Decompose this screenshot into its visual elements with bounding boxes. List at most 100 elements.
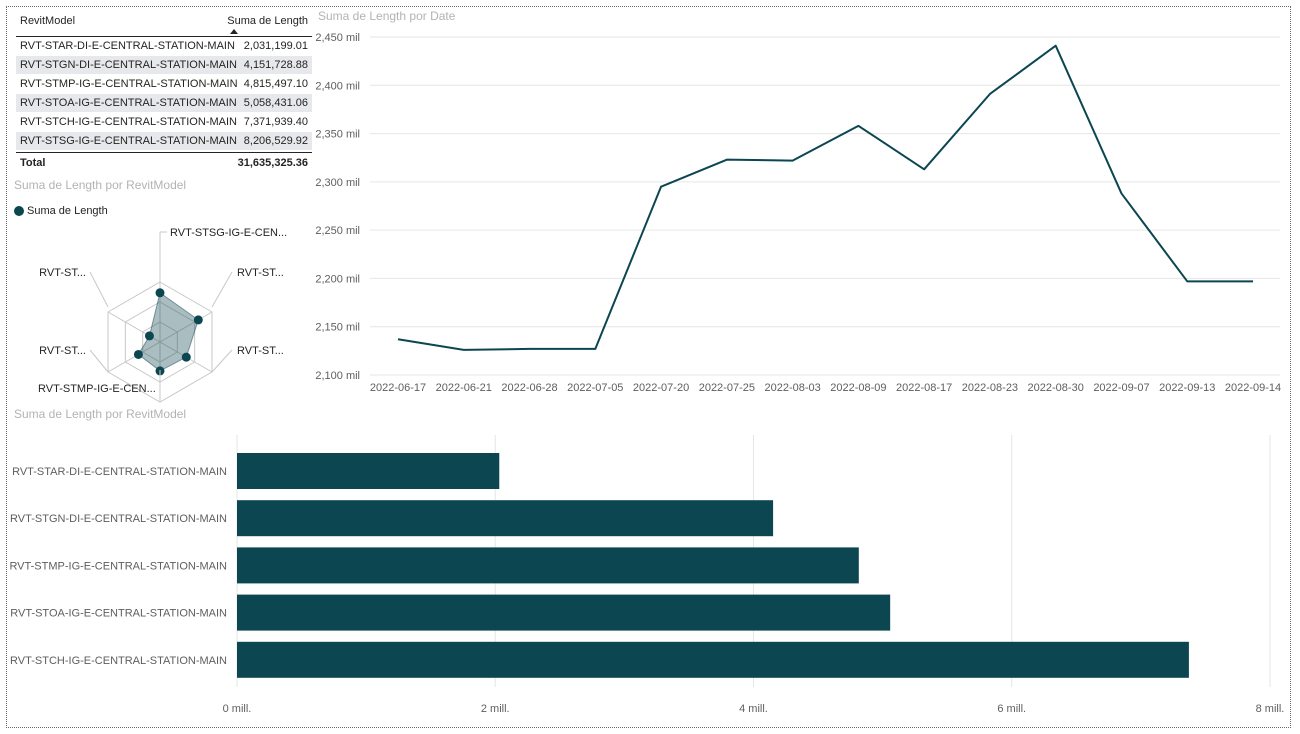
radar-axis-label: RVT-ST... [237, 267, 284, 279]
table-row[interactable]: RVT-STMP-IG-E-CENTRAL-STATION-MAIN 4,815,… [16, 75, 312, 94]
cell-revitmodel: RVT-STGN-DI-E-CENTRAL-STATION-MAIN [20, 59, 237, 71]
line-point[interactable] [1053, 43, 1059, 49]
radar-axis-label: RVT-ST... [39, 267, 86, 279]
bar-chart-title: Suma de Length por RevitModel [14, 407, 187, 421]
bar-chart[interactable]: 0 mill. 2 mill. 4 mill. 6 mill. 8 mill. RVT-S… [0, 425, 1290, 720]
line-y-tick-label: 2,100 mil [315, 370, 360, 382]
column-header-length[interactable]: Suma de Length [227, 15, 308, 27]
table-row[interactable]: RVT-STOA-IG-E-CENTRAL-STATION-MAIN 5,058,… [16, 94, 312, 113]
line-x-tick-label: 2022-06-28 [501, 382, 557, 394]
sort-ascending-icon [230, 29, 238, 34]
bar-x-tick-label: 4 mill. [739, 703, 768, 715]
table-total-row: Total 31,635,325.36 [16, 152, 312, 173]
legend-marker-icon [14, 206, 24, 216]
cell-length: 8,206,529.92 [243, 135, 308, 147]
radar-point[interactable] [133, 349, 143, 359]
cell-length: 5,058,431.06 [243, 97, 308, 109]
line-x-tick-label: 2022-08-30 [1028, 382, 1084, 394]
line-x-tick-label: 2022-08-17 [896, 382, 952, 394]
table-row[interactable]: RVT-STCH-IG-E-CENTRAL-STATION-MAIN 7,371,… [16, 113, 312, 132]
bar[interactable] [237, 594, 891, 631]
line-y-tick-label: 2,350 mil [315, 129, 360, 141]
radar-label-leader [89, 349, 109, 373]
line-x-tick-label: 2022-09-14 [1225, 382, 1281, 394]
bar-x-tick-label: 6 mill. [997, 703, 1026, 715]
bar-category-label: RVT-STMP-IG-E-CENTRAL-STATION-MAIN [9, 560, 227, 572]
radar-point[interactable] [181, 352, 191, 362]
line-x-tick-label: 2022-09-07 [1093, 382, 1149, 394]
line-point[interactable] [987, 91, 993, 97]
line-y-tick-label: 2,300 mil [315, 177, 360, 189]
radar-spoke [159, 311, 213, 343]
table-row[interactable]: RVT-STSG-IG-E-CENTRAL-STATION-MAIN 8,206,… [16, 132, 312, 151]
line-chart-title: Suma de Length por Date [318, 9, 456, 23]
line-y-tick-label: 2,200 mil [315, 273, 360, 285]
total-value: 31,635,325.36 [237, 157, 308, 169]
line-point[interactable] [527, 346, 533, 352]
radar-axis-label: RVT-STSG-IG-E-CEN... [170, 227, 287, 239]
radar-label-leader [211, 271, 233, 308]
line-point[interactable] [921, 166, 927, 172]
bar[interactable] [237, 641, 1189, 678]
cell-revitmodel: RVT-STOA-IG-E-CENTRAL-STATION-MAIN [20, 97, 237, 109]
line-y-tick-label: 2,450 mil [315, 32, 360, 44]
cell-length: 2,031,199.01 [243, 40, 308, 52]
table-row[interactable]: RVT-STGN-DI-E-CENTRAL-STATION-MAIN 4,151,… [16, 56, 312, 75]
line-series[interactable] [397, 44, 1253, 351]
line-point[interactable] [1184, 278, 1190, 284]
cell-revitmodel: RVT-STMP-IG-E-CENTRAL-STATION-MAIN [20, 78, 238, 90]
cell-length: 4,151,728.88 [243, 59, 308, 71]
radar-axis-label: RVT-STMP-IG-E-CEN... [38, 383, 156, 395]
line-x-tick-label: 2022-07-20 [633, 382, 689, 394]
cell-length: 4,815,497.10 [243, 78, 308, 90]
line-point[interactable] [1250, 278, 1256, 284]
radar-point[interactable] [155, 288, 165, 298]
report-canvas-frame [6, 6, 1291, 728]
line-y-tick-label: 2,150 mil [315, 322, 360, 334]
bar-x-tick-label: 2 mill. [481, 703, 510, 715]
table-body: RVT-STAR-DI-E-CENTRAL-STATION-MAIN 2,031,… [16, 37, 312, 151]
line-point[interactable] [658, 184, 664, 190]
line-point[interactable] [855, 123, 861, 129]
line-point[interactable] [395, 336, 401, 342]
line-x-tick-label: 2022-08-09 [830, 382, 886, 394]
cell-revitmodel: RVT-STSG-IG-E-CENTRAL-STATION-MAIN [20, 135, 237, 147]
bar[interactable] [237, 453, 500, 489]
bar-x-tick-label: 0 mill. [223, 703, 252, 715]
line-x-tick-label: 2022-08-03 [764, 382, 820, 394]
radar-point[interactable] [144, 331, 154, 341]
line-y-tick-label: 2,250 mil [315, 225, 360, 237]
table-row[interactable]: RVT-STAR-DI-E-CENTRAL-STATION-MAIN 2,031,… [16, 37, 312, 56]
cell-revitmodel: RVT-STAR-DI-E-CENTRAL-STATION-MAIN [20, 40, 235, 52]
bar-category-label: RVT-STGN-DI-E-CENTRAL-STATION-MAIN [10, 513, 227, 525]
line-x-tick-label: 2022-07-05 [567, 382, 623, 394]
bar-category-label: RVT-STCH-IG-E-CENTRAL-STATION-MAIN [10, 655, 227, 667]
cell-length: 7,371,939.40 [243, 116, 308, 128]
line-x-tick-label: 2022-06-21 [436, 382, 492, 394]
line-point[interactable] [461, 347, 467, 353]
radar-chart[interactable]: RVT-STSG-IG-E-CEN... RVT-ST... RVT-ST... RV… [0, 220, 310, 405]
bar[interactable] [237, 547, 859, 584]
line-point[interactable] [724, 157, 730, 163]
radar-axis-label: RVT-ST... [237, 345, 284, 357]
revitmodel-table[interactable]: RevitModel Suma de Length RVT-STAR-DI-E-… [16, 10, 312, 173]
radar-label-leader [89, 271, 109, 308]
bar-category-label: RVT-STOA-IG-E-CENTRAL-STATION-MAIN [10, 608, 227, 620]
column-header-revitmodel[interactable]: RevitModel [20, 15, 76, 27]
total-label: Total [20, 157, 46, 169]
line-point[interactable] [790, 158, 796, 164]
line-x-tick-label: 2022-08-23 [962, 382, 1018, 394]
radar-spoke [107, 341, 161, 373]
line-chart[interactable]: 2,100 mil 2,150 mil 2,200 mil 2,250 mil 2,30… [310, 25, 1290, 400]
table-header: RevitModel Suma de Length [16, 10, 312, 37]
radar-legend[interactable]: Suma de Length [14, 205, 108, 217]
line-x-tick-label: 2022-07-25 [699, 382, 755, 394]
bar[interactable] [237, 500, 774, 537]
bar-category-label: RVT-STAR-DI-E-CENTRAL-STATION-MAIN [12, 466, 227, 478]
bar-x-tick-label: 8 mill. [1256, 703, 1285, 715]
legend-label: Suma de Length [27, 205, 108, 217]
line-point[interactable] [1118, 190, 1124, 196]
line-x-tick-label: 2022-06-17 [370, 382, 426, 394]
line-point[interactable] [592, 346, 598, 352]
radar-point[interactable] [193, 315, 203, 325]
